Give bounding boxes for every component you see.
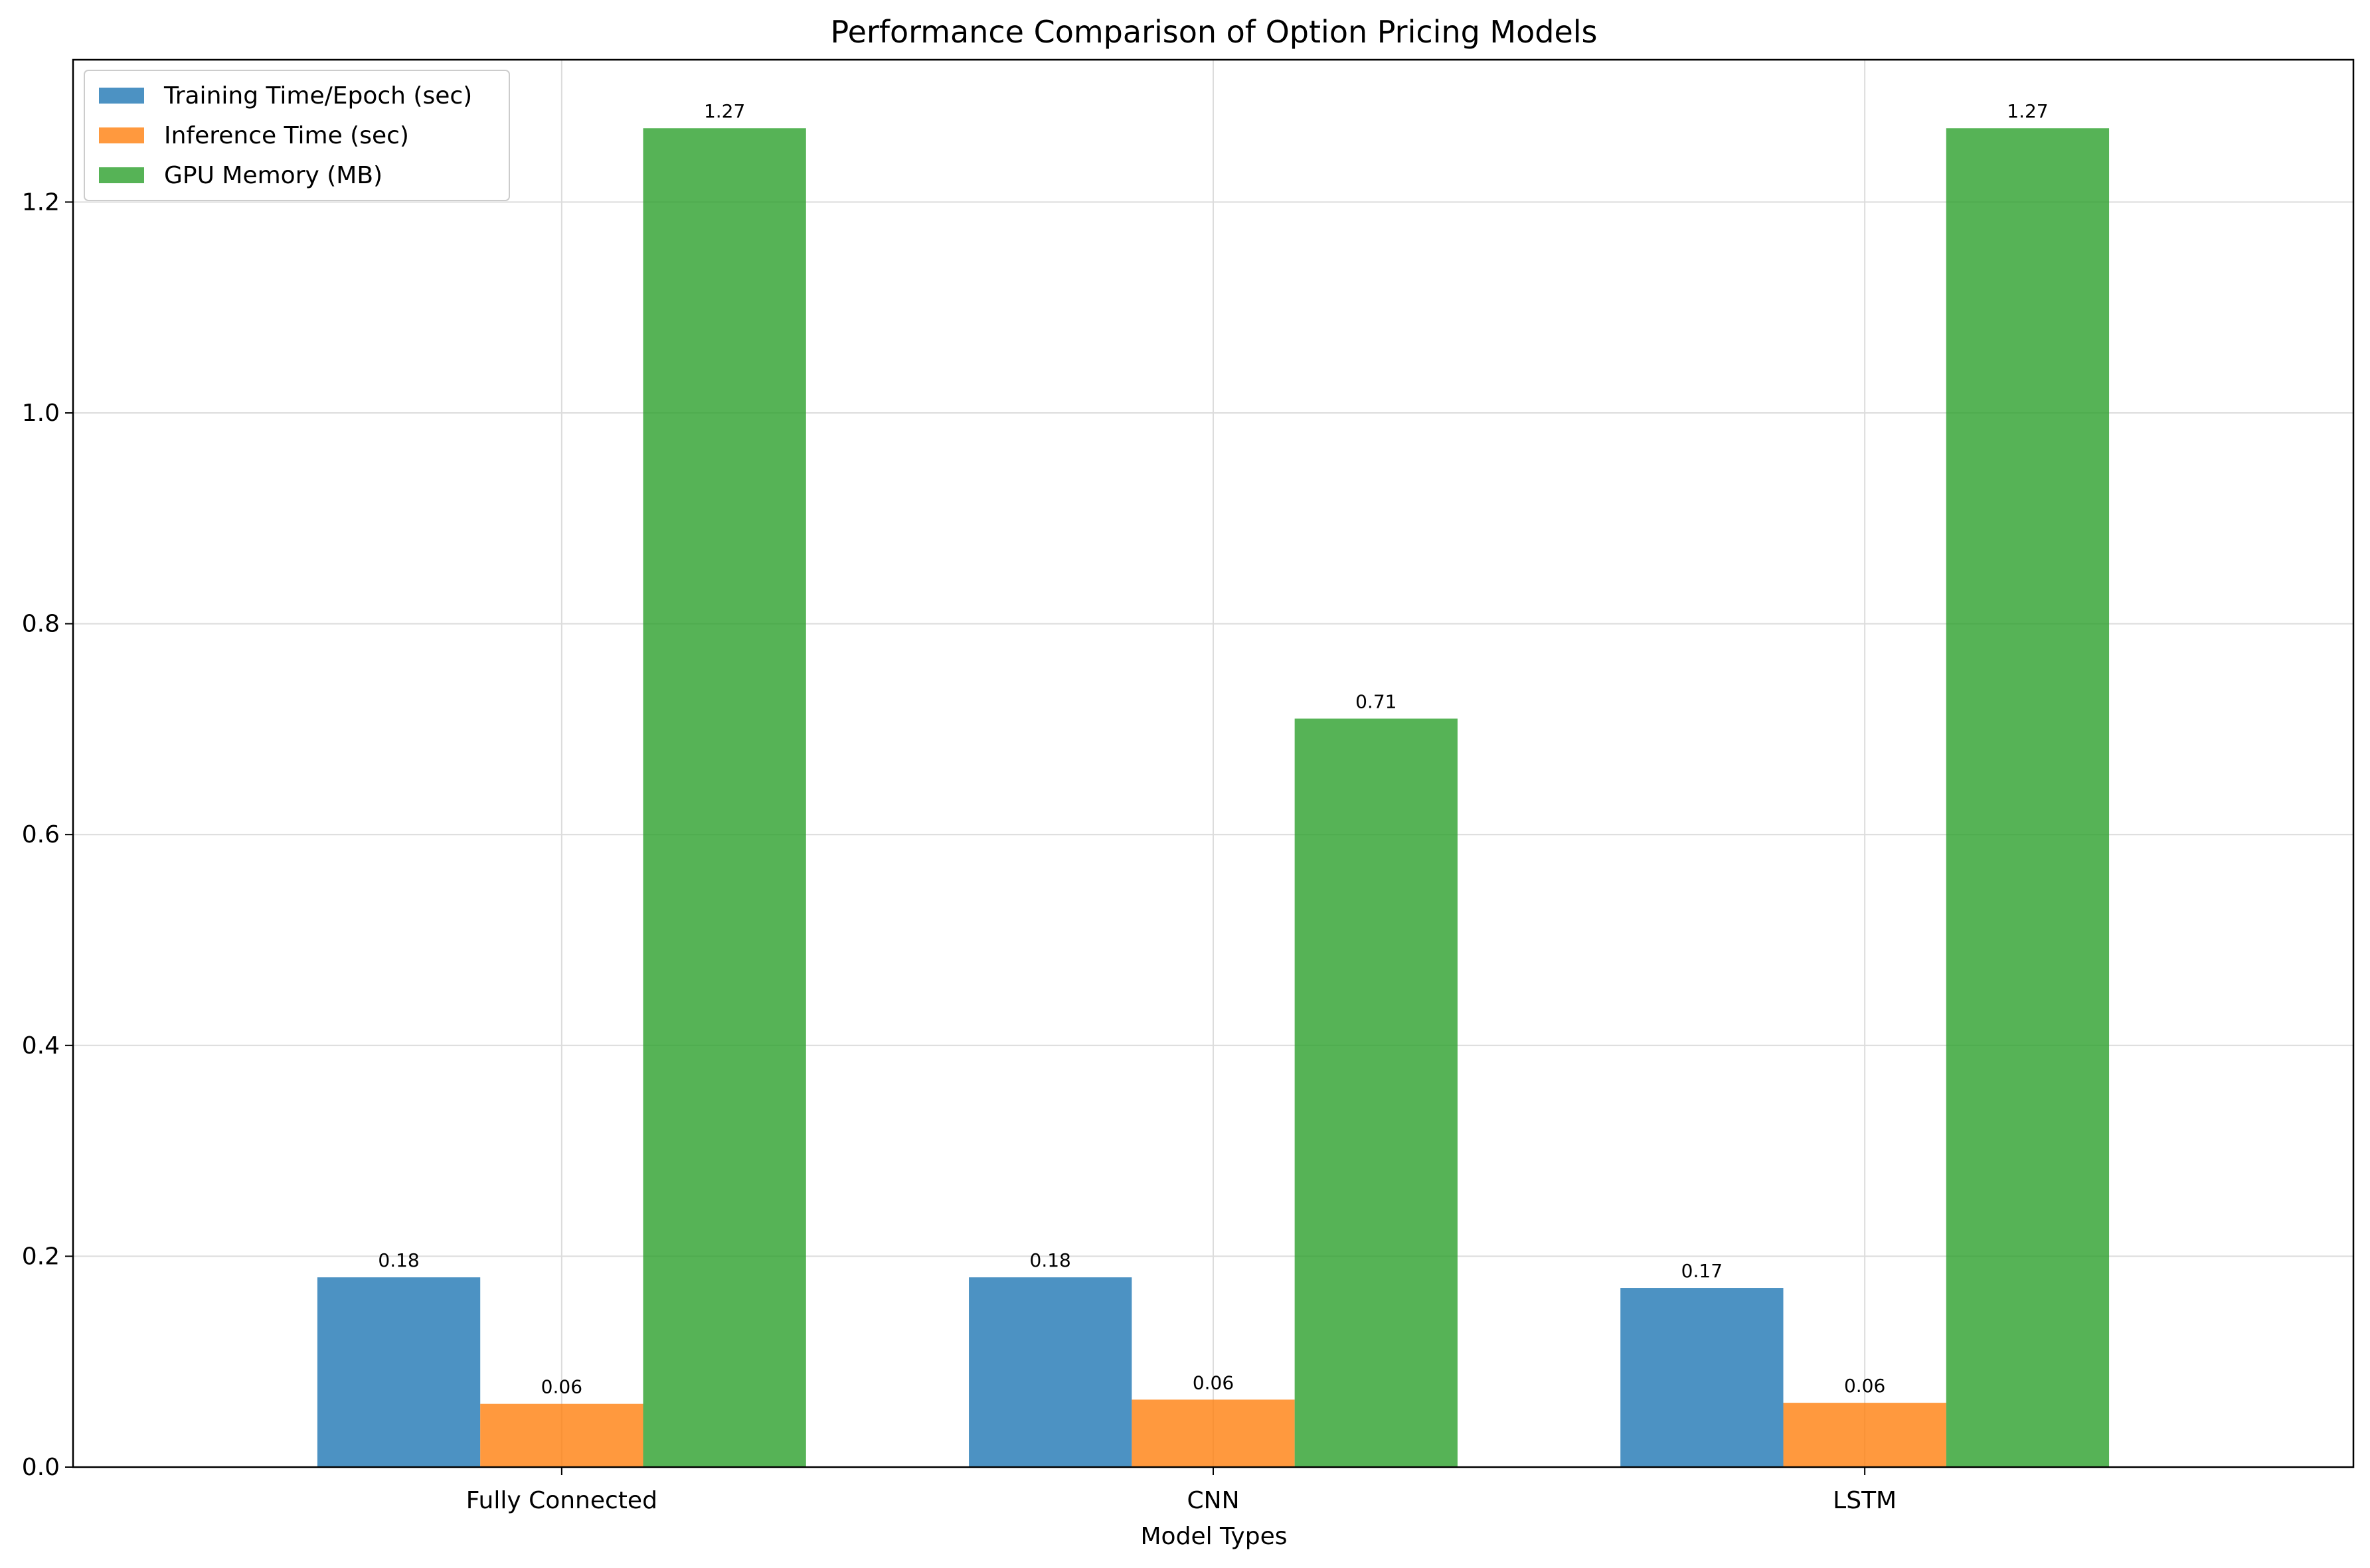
bar [1132,1399,1295,1467]
data-label: 0.06 [1844,1375,1885,1397]
legend-swatch [99,88,144,104]
x-tick-label: LSTM [1833,1487,1897,1514]
data-label: 0.18 [1030,1249,1071,1271]
bar [969,1277,1132,1467]
legend-box [84,70,510,201]
bar [1620,1288,1784,1467]
data-label: 1.27 [2007,100,2048,122]
x-tick-label: CNN [1187,1487,1240,1514]
x-tick-label: Fully Connected [466,1487,657,1514]
chart-title: Performance Comparison of Option Pricing… [830,14,1597,50]
legend-label: Training Time/Epoch (sec) [163,82,472,110]
data-label: 1.27 [704,100,745,122]
legend-swatch [99,167,144,183]
y-tick-label: 0.8 [22,611,60,638]
y-tick-label: 0.6 [22,821,60,848]
y-tick-label: 1.0 [22,400,60,427]
data-labels: 0.18 0.18 0.17 0.06 0.06 0.06 1.27 0.71 1.27 [378,100,2048,1397]
y-tick-label: 0.2 [22,1243,60,1270]
x-axis-label: Model Types [1141,1523,1288,1550]
data-label: 0.17 [1681,1260,1723,1282]
legend-label: GPU Memory (MB) [164,162,382,189]
data-label: 0.71 [1355,691,1397,713]
bar [1783,1403,1946,1467]
y-tick-label: 0.4 [22,1032,60,1059]
data-label: 0.06 [541,1376,582,1398]
y-tick-label: 0.0 [22,1454,60,1481]
legend: Training Time/Epoch (sec) Inference Time … [84,70,510,201]
legend-label: Inference Time (sec) [164,122,409,149]
bar [1946,128,2110,1468]
bar [317,1277,481,1467]
bars [317,128,2110,1468]
y-axis: 0.0 0.2 0.4 0.6 0.8 1.0 1.2 [22,189,73,1481]
legend-swatch [99,127,144,143]
data-label: 0.18 [378,1249,419,1271]
y-tick-label: 1.2 [22,189,60,216]
bar [480,1403,643,1467]
x-axis: Fully Connected CNN LSTM [466,1467,1897,1514]
bar [1294,718,1458,1467]
data-label: 0.06 [1193,1372,1234,1393]
bar [643,128,806,1468]
